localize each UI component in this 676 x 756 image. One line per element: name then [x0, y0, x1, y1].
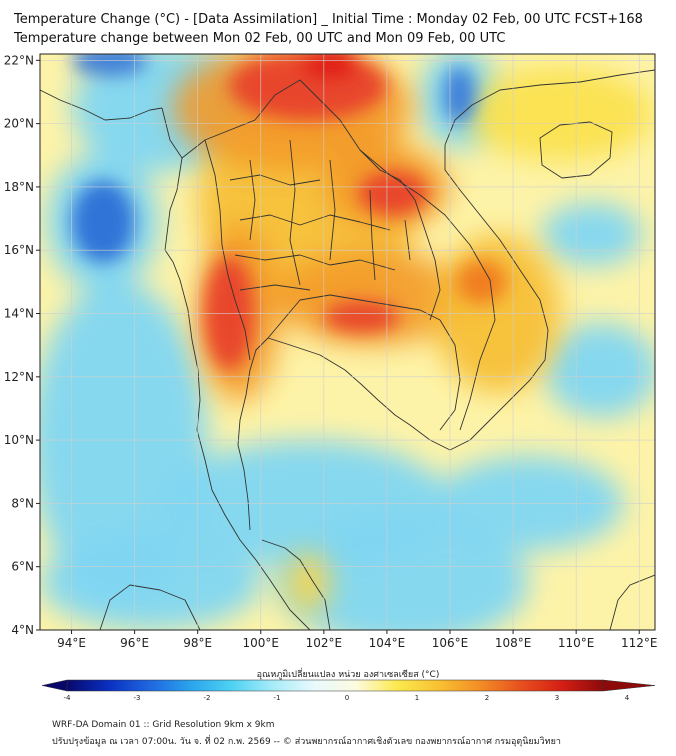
coastline-andaman-west	[161, 107, 311, 630]
latitude-ticks: 4°N 6°N 8°N 10°N 12°N 14°N 16°N 18°N 20°N 22°N	[4, 53, 40, 637]
colorbar-tick-7: 3	[555, 694, 559, 702]
border-myanmar-thailand	[204, 139, 251, 361]
colorbar-tick-8: 4	[625, 694, 630, 702]
colorbar-tick-2: -2	[204, 694, 211, 702]
cooling-area-6	[544, 323, 655, 418]
lon-tick-label-2: 98°E	[183, 636, 212, 650]
plot-frame	[39, 53, 656, 631]
lat-tick-label-9: 22°N	[4, 53, 34, 67]
lon-tick-label-7: 108°E	[495, 636, 532, 650]
lat-tick-label-2: 8°N	[11, 496, 34, 510]
anomaly-core-8	[456, 259, 507, 305]
colorbar-title: อุณหภูมิเปลี่ยนแปลง หน่วย องศาเซลเซียส (…	[257, 667, 440, 680]
anomaly-core-1	[71, 54, 148, 77]
colorbar-min-extend	[41, 679, 68, 692]
longitude-ticks: 94°E 96°E 98°E 100°E 102°E 104°E 106°E 108°E 110…	[57, 630, 657, 650]
colorbar-tick-1: -3	[134, 694, 141, 702]
cooling-area-4	[276, 519, 529, 630]
map-figure: 94°E 96°E 98°E 100°E 102°E 104°E 106°E 108°E 110…	[4, 53, 658, 702]
warming-area-5	[465, 66, 655, 162]
colorbar-max-extend	[602, 679, 656, 692]
lon-tick-label-3: 100°E	[243, 636, 280, 650]
colorbar-tick-4: 0	[345, 694, 349, 702]
coastline-gulf-of-thailand	[237, 337, 411, 531]
border-thailand-cambodia	[267, 294, 441, 339]
colorbar: อุณหภูมิเปลี่ยนแปลง หน่วย องศาเซลเซียส (…	[41, 667, 656, 702]
lat-tick-label-6: 16°N	[4, 243, 34, 257]
lon-tick-label-8: 110°E	[558, 636, 595, 650]
lon-tick-label-9: 112°E	[621, 636, 658, 650]
colorbar-tick-3: -1	[274, 694, 281, 702]
chart-subtitle: Temperature change between Mon 02 Feb, 0…	[14, 31, 506, 46]
colorbar-gradient	[66, 679, 604, 692]
coastlines-and-borders	[40, 69, 655, 630]
coastline-hainan	[539, 121, 613, 179]
lon-tick-label-0: 94°E	[57, 636, 86, 650]
provincial-grid	[229, 139, 411, 291]
cooling-area-9	[40, 535, 261, 630]
lat-tick-label-4: 12°N	[4, 370, 34, 384]
lon-tick-label-6: 106°E	[432, 636, 469, 650]
footer-credit: ปรับปรุงข้อมูล ณ เวลา 07:00น. วัน จ. ที่…	[52, 737, 561, 747]
footer-model-info: WRF-DA Domain 01 :: Grid Resolution 9km …	[52, 720, 275, 730]
coastline-borneo	[609, 574, 655, 630]
lat-tick-label-5: 14°N	[4, 307, 34, 321]
coastline-myanmar-bay	[40, 89, 163, 121]
anomaly-core-4	[301, 54, 359, 80]
lat-tick-label-1: 6°N	[11, 560, 34, 574]
anomaly-core-0	[71, 180, 135, 263]
lon-tick-label-5: 104°E	[369, 636, 406, 650]
cooling-area-7	[541, 202, 643, 267]
anomaly-cores	[71, 54, 507, 371]
graticule	[40, 54, 655, 630]
anomaly-core-2	[443, 66, 476, 124]
anomaly-core-7	[323, 300, 400, 333]
colorbar-tick-6: 2	[485, 694, 489, 702]
border-laos-vietnam	[359, 149, 496, 431]
chart-title: Temperature Change (°C) - [Data Assimila…	[14, 12, 643, 27]
lat-tick-label-8: 20°N	[4, 117, 34, 131]
warming-area-7	[286, 550, 331, 615]
lat-tick-label-3: 10°N	[4, 433, 34, 447]
lat-tick-label-7: 18°N	[4, 180, 34, 194]
colorbar-tick-5: 1	[415, 694, 419, 702]
colorbar-tick-0: -4	[64, 694, 72, 702]
lat-tick-label-0: 4°N	[11, 623, 34, 637]
lon-tick-label-1: 96°E	[120, 636, 149, 650]
coastline-sumatra	[99, 584, 201, 630]
coastline-malay-east	[261, 539, 331, 630]
temperature-field	[40, 54, 655, 630]
lon-tick-label-4: 102°E	[306, 636, 343, 650]
anomaly-core-5	[358, 171, 428, 216]
border-thailand-north	[181, 79, 441, 321]
